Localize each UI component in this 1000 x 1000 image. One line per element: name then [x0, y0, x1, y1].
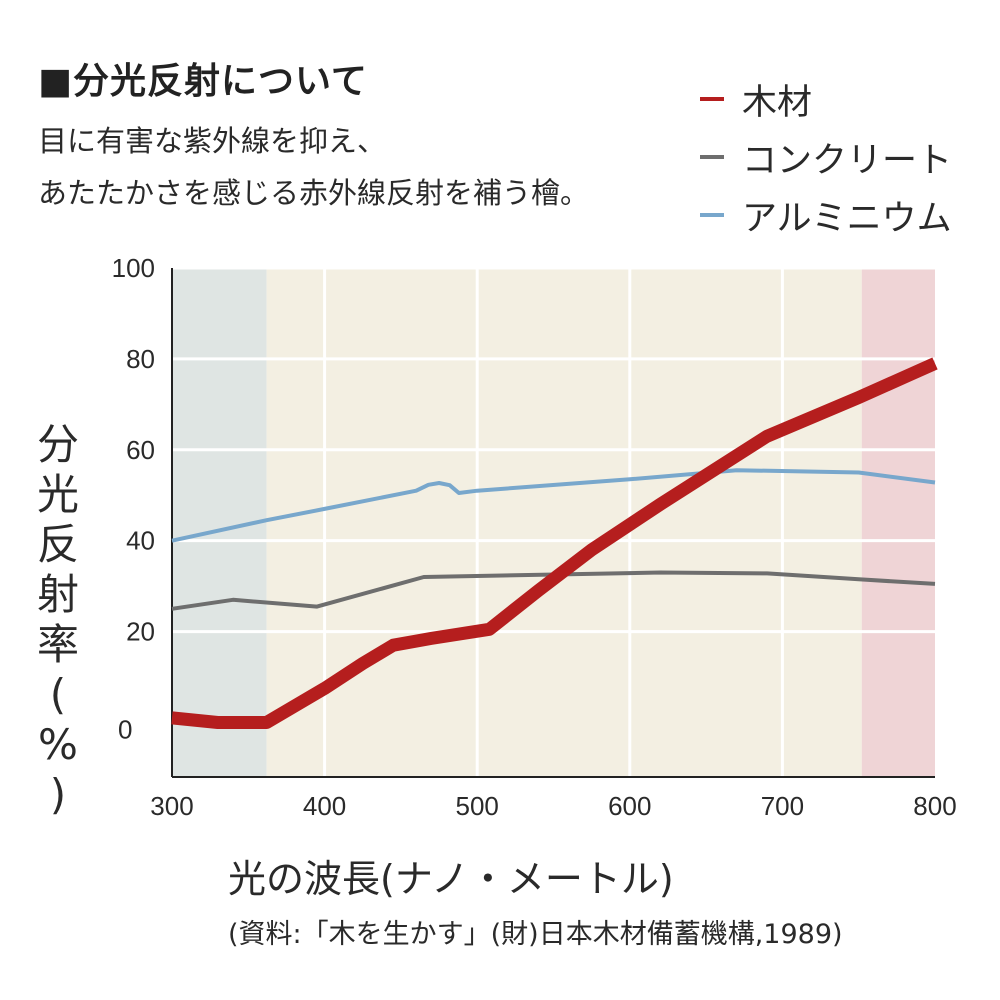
y-tick-label: 100 [112, 253, 155, 283]
y-axis-label: 分光反射率(%) [36, 420, 80, 820]
x-tick-label: 700 [761, 791, 804, 821]
legend-label-concrete: コンクリート [742, 140, 953, 181]
y-axis-label-char: ( [49, 670, 67, 719]
legend-item-concrete: コンクリート [700, 128, 1000, 186]
source-note: (資料:「木を生かす」(財)日本木材備蓄機構,1989) [228, 919, 843, 950]
legend: 木材 コンクリート アルミニウム [700, 70, 1000, 244]
legend-item-aluminium: アルミニウム [700, 186, 1000, 244]
x-tick-label: 400 [303, 791, 346, 821]
y-tick-label: 20 [126, 617, 155, 647]
description-line-2: あたたかさを感じる赤外線反射を補う檜。 [38, 176, 590, 210]
y-axis-label-char: 反 [36, 520, 79, 569]
legend-swatch-wood [700, 97, 724, 101]
y-axis-label-char: 光 [36, 470, 79, 519]
y-tick-label: 80 [126, 344, 155, 374]
x-tick-label: 500 [456, 791, 499, 821]
y-axis-label-char: 射 [36, 570, 79, 619]
band-infrared [861, 268, 935, 777]
chart-title: ■分光反射について [38, 61, 368, 102]
description-line-1: 目に有害な紫外線を抑え、 [38, 124, 387, 158]
legend-swatch-concrete [700, 155, 724, 159]
legend-label-wood: 木材 [742, 82, 813, 123]
x-tick-label: 300 [150, 791, 193, 821]
series-line-aluminium [171, 468, 936, 543]
series-line-concrete [171, 570, 936, 611]
x-tick-label: 600 [608, 791, 651, 821]
x-tick-label: 800 [913, 791, 956, 821]
legend-swatch-aluminium [700, 213, 724, 217]
y-tick-label: 40 [126, 526, 155, 556]
y-axis-label-char: 分 [36, 420, 79, 469]
series-line-wood [171, 357, 938, 729]
y-axis-label-char: % [38, 720, 78, 769]
x-axis-label: 光の波長(ナノ・メートル) [228, 857, 674, 901]
y-tick-label: 60 [126, 435, 155, 465]
y-axis-label-char: ) [49, 770, 67, 819]
legend-label-aluminium: アルミニウム [742, 198, 952, 239]
band-visible [266, 268, 862, 777]
y-axis-label-char: 率 [36, 620, 79, 669]
y-tick-label: 0 [118, 714, 132, 744]
legend-item-wood: 木材 [700, 70, 1000, 128]
